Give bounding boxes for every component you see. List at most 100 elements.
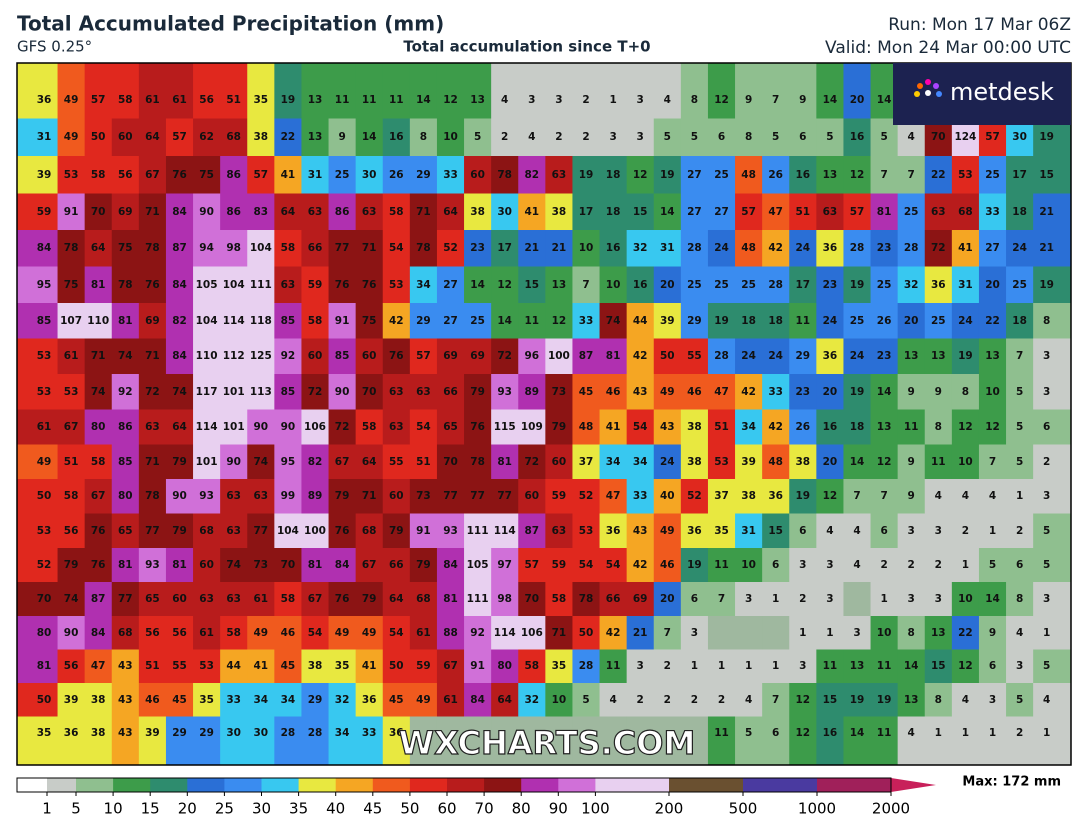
precip-cell xyxy=(978,374,1007,410)
precip-value: 14 xyxy=(850,727,865,739)
precip-value: 34 xyxy=(281,694,296,706)
precip-cell xyxy=(355,230,384,267)
precip-cell xyxy=(491,409,519,445)
precip-value: 74 xyxy=(172,386,187,398)
precip-cell xyxy=(626,118,655,157)
precip-cell xyxy=(464,649,492,684)
precip-cell xyxy=(436,156,465,194)
precip-cell xyxy=(924,193,953,231)
precip-cell xyxy=(978,479,1007,514)
precip-cell xyxy=(382,716,411,766)
precip-cell xyxy=(84,409,113,445)
precip-value: 77 xyxy=(335,242,350,254)
precip-value: 53 xyxy=(64,386,79,398)
precip-value: 4 xyxy=(664,94,671,106)
precip-value: 14 xyxy=(877,386,892,398)
precip-cell xyxy=(707,230,736,267)
precip-cell xyxy=(518,230,546,267)
precip-value: 109 xyxy=(521,421,543,433)
precip-cell xyxy=(301,266,330,304)
precip-value: 79 xyxy=(335,490,350,502)
precip-value: 49 xyxy=(64,131,79,143)
precip-value: 53 xyxy=(64,169,79,181)
precip-cell xyxy=(924,582,953,617)
precip-cell xyxy=(789,582,817,617)
precip-value: 49 xyxy=(362,627,377,639)
precip-value: 33 xyxy=(579,315,594,327)
precip-cell xyxy=(274,649,302,684)
precip-value: 5 xyxy=(1016,456,1023,468)
precip-cell xyxy=(220,303,248,339)
precip-value: 27 xyxy=(443,315,458,327)
precip-cell xyxy=(572,230,601,267)
precip-cell xyxy=(653,303,682,339)
precip-value: 59 xyxy=(552,490,567,502)
empty-cell xyxy=(572,716,601,766)
precip-cell xyxy=(138,582,167,617)
precip-value: 77 xyxy=(118,593,133,605)
precip-cell xyxy=(382,156,411,194)
colorbar-label: 5 xyxy=(71,800,81,818)
precip-value: 49 xyxy=(660,386,675,398)
precip-cell xyxy=(545,338,573,375)
precip-value: 4 xyxy=(908,131,915,143)
precip-value: 19 xyxy=(281,94,296,106)
precip-cell xyxy=(220,444,248,480)
precip-cell xyxy=(951,444,980,480)
precip-cell xyxy=(924,444,953,480)
precip-value: 55 xyxy=(389,456,404,468)
precip-value: 63 xyxy=(145,421,160,433)
precip-cell xyxy=(599,193,628,231)
precip-cell xyxy=(762,63,790,119)
precip-cell xyxy=(680,118,709,157)
precip-value: 41 xyxy=(281,169,296,181)
precip-value: 58 xyxy=(91,456,106,468)
precip-cell xyxy=(138,716,167,766)
precip-value: 27 xyxy=(443,279,458,291)
precip-value: 35 xyxy=(335,660,350,672)
precip-cell xyxy=(328,683,357,717)
precip-cell xyxy=(680,266,709,304)
precip-value: 74 xyxy=(606,315,621,327)
colorbar-label: 100 xyxy=(581,800,610,818)
precip-cell xyxy=(138,409,167,445)
precip-value: 22 xyxy=(281,131,296,143)
precip-value: 8 xyxy=(908,627,915,639)
precip-value: 57 xyxy=(416,350,431,362)
precip-value: 11 xyxy=(795,315,810,327)
precip-value: 47 xyxy=(91,660,106,672)
precip-value: 50 xyxy=(37,694,52,706)
precip-value: 2 xyxy=(935,559,942,571)
precip-value: 111 xyxy=(467,593,489,605)
logo-icon xyxy=(914,79,942,97)
precip-cell xyxy=(1006,266,1034,304)
precip-cell xyxy=(599,63,628,119)
precip-value: 15 xyxy=(524,279,539,291)
colorbar-segment xyxy=(447,778,485,792)
precip-value: 12 xyxy=(958,660,973,672)
precip-value: 98 xyxy=(497,593,512,605)
precip-value: 71 xyxy=(416,206,431,218)
colorbar-segment xyxy=(409,778,448,792)
precip-cell xyxy=(436,444,465,480)
precip-cell xyxy=(247,193,275,231)
precip-cell xyxy=(707,193,736,231)
precip-value: 13 xyxy=(470,94,485,106)
precip-value: 58 xyxy=(281,593,296,605)
precip-cell xyxy=(897,548,926,583)
precip-cell xyxy=(220,513,248,549)
precip-cell xyxy=(17,338,59,375)
precip-cell xyxy=(1006,649,1034,684)
precip-value: 114 xyxy=(494,525,516,537)
precip-value: 8 xyxy=(420,131,427,143)
precip-value: 1 xyxy=(745,660,752,672)
precip-cell xyxy=(301,616,330,650)
precip-cell xyxy=(491,118,519,157)
precip-cell xyxy=(138,444,167,480)
precip-value: 81 xyxy=(118,315,133,327)
precip-cell xyxy=(409,63,438,119)
precip-cell xyxy=(735,444,763,480)
precip-cell xyxy=(816,156,844,194)
precip-value: 47 xyxy=(768,206,783,218)
precip-cell xyxy=(653,616,682,650)
